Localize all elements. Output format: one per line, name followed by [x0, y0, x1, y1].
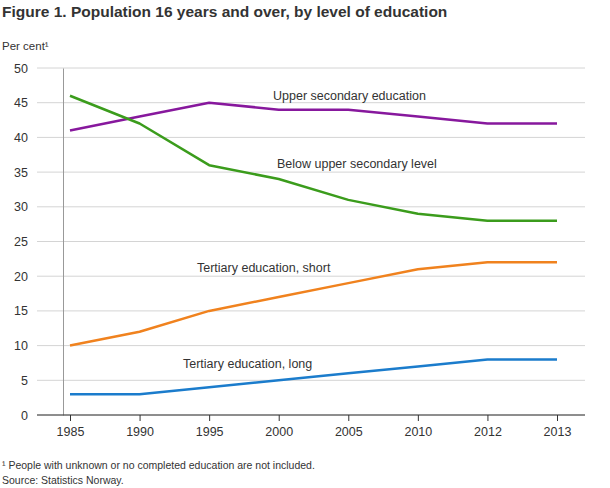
title: Figure 1. Population 16 years and over, … — [2, 3, 447, 20]
x-tick: 1995 — [196, 415, 224, 439]
x-tick-mark — [418, 415, 419, 421]
x-tick-mark — [487, 415, 488, 421]
x-tick: 2012 — [474, 415, 502, 439]
y-tick-label: 30 — [14, 200, 28, 214]
y-tick: 25 — [14, 235, 63, 249]
x-tick-label: 2010 — [404, 425, 432, 439]
series-line — [70, 96, 557, 221]
y-tick: 40 — [14, 131, 63, 145]
x-tick-mark — [70, 415, 71, 421]
y-tick-label: 40 — [14, 131, 28, 145]
x-tick: 2010 — [404, 415, 432, 439]
grid-line — [37, 345, 585, 346]
x-tick-mark — [140, 415, 141, 421]
y-tick-label: 20 — [14, 270, 28, 284]
x-tick-mark — [209, 415, 210, 421]
y-tick: 10 — [14, 339, 63, 353]
grid-line — [37, 310, 585, 311]
y-tick: 15 — [14, 304, 63, 318]
x-tick-label: 2013 — [544, 425, 572, 439]
source: Source: Statistics Norway. — [2, 474, 124, 486]
y-tick: 30 — [14, 200, 63, 214]
x-tick-mark — [348, 415, 349, 421]
y-tick: 5 — [21, 374, 63, 388]
series-labels: Upper secondary education Below upper sec… — [183, 89, 437, 371]
x-tick-label: 2005 — [335, 425, 363, 439]
x-tick: 2000 — [265, 415, 293, 439]
grid-line — [37, 241, 585, 242]
y-tick-label: 45 — [14, 96, 28, 110]
x-tick-label: 1990 — [126, 425, 154, 439]
x-tick: 1990 — [126, 415, 154, 439]
x-tick-mark — [557, 415, 558, 421]
series-lines — [70, 96, 557, 394]
y-tick-label: 50 — [14, 62, 28, 76]
series-line — [70, 359, 557, 394]
x-axis-line — [37, 415, 585, 416]
x-tick-mark — [279, 415, 280, 421]
series-label: Below upper secondary level — [277, 157, 437, 171]
y-axis-line — [63, 69, 64, 416]
y-tick-label: 0 — [21, 409, 28, 423]
y-tick: 50 — [14, 62, 63, 76]
x-tick: 2013 — [544, 415, 572, 439]
footnote: ¹ People with unknown or no completed ed… — [2, 459, 315, 471]
y-tick-label: 35 — [14, 166, 28, 180]
y-tick-label: 10 — [14, 339, 28, 353]
grid-line — [37, 137, 585, 138]
y-axis-title: Per cent¹ — [2, 40, 49, 52]
x-tick-label: 1995 — [196, 425, 224, 439]
series-label: Upper secondary education — [273, 89, 426, 103]
y-tick-label: 25 — [14, 235, 28, 249]
grid-line — [37, 206, 585, 207]
grid-line — [37, 380, 585, 381]
y-tick-label: 15 — [14, 304, 28, 318]
x-tick-label: 1985 — [57, 425, 85, 439]
x-tick: 2005 — [335, 415, 363, 439]
y-axis: 0 5 10 15 20 25 30 35 40 45 50 — [14, 62, 63, 423]
x-tick: 1985 — [57, 415, 85, 439]
grid-line — [37, 68, 585, 69]
y-tick: 20 — [14, 270, 63, 284]
x-axis: 1985 1990 1995 2000 2005 2010 2012 2013 — [37, 415, 585, 439]
y-tick: 45 — [14, 96, 63, 110]
y-tick-label: 5 — [21, 374, 28, 388]
series-label: Tertiary education, short — [197, 261, 331, 275]
x-tick-label: 2000 — [265, 425, 293, 439]
grid-line — [37, 415, 585, 416]
grid-line — [37, 276, 585, 277]
series-label: Tertiary education, long — [183, 357, 312, 371]
y-tick: 35 — [14, 166, 63, 180]
x-tick-label: 2012 — [474, 425, 502, 439]
grid-line — [37, 172, 585, 173]
chart: Figure 1. Population 16 years and over, … — [0, 0, 610, 488]
grid — [37, 68, 585, 415]
